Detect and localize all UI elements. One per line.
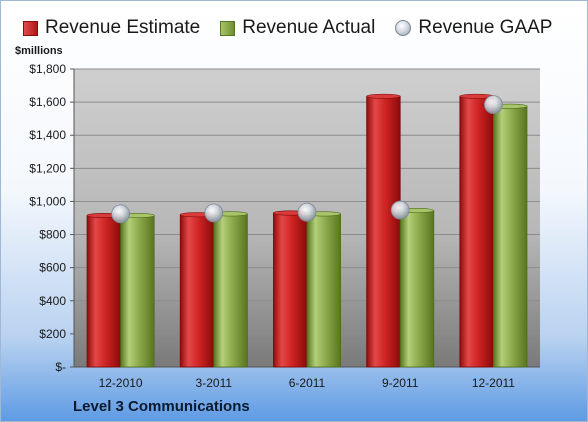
legend-swatch-gaap [395,20,412,36]
legend-item-actual: Revenue Actual [220,17,375,39]
legend-label-actual: Revenue Actual [242,17,376,38]
x-tick-label: 6-2011 [289,376,326,390]
bar-revenue-actual [399,210,435,368]
marker-revenue-gaap [483,95,503,114]
legend-label-estimate: Revenue Estimate [45,17,201,38]
bar-revenue-estimate [366,95,401,368]
bar-cap-revenue-estimate [366,93,401,99]
y-tick-label: $1,400 [29,128,66,142]
marker-revenue-gaap [297,202,317,222]
y-tick-label: $1,600 [29,95,66,109]
x-tick-label: 3-2011 [196,376,233,390]
y-axis-unit-label: $millions [15,45,63,57]
bar-revenue-estimate [86,215,121,368]
legend-swatch-estimate [23,20,38,36]
bar-revenue-actual [306,213,341,368]
legend-label-gaap: Revenue GAAP [418,17,553,38]
y-tick-label: $1,800 [29,62,66,76]
x-tick-label: 9-2011 [382,376,419,390]
legend-swatch-actual [220,20,236,36]
legend: Revenue Estimate Revenue Actual Revenue … [23,17,572,39]
x-tick-label: 12-2011 [472,376,515,390]
y-tick-label: $1,200 [29,161,66,175]
y-tick-label: $200 [39,327,66,341]
y-tick-label: $1,000 [29,194,66,208]
bar-revenue-estimate [179,214,215,368]
legend-item-gaap: Revenue GAAP [395,17,552,39]
y-tick-label: $- [55,360,66,374]
legend-item-estimate: Revenue Estimate [23,17,200,39]
y-tick-label: $400 [39,294,66,308]
marker-revenue-gaap [204,203,224,223]
bar-revenue-actual [213,213,248,368]
marker-revenue-gaap [390,200,410,220]
y-tick-label: $800 [39,228,66,242]
bar-revenue-actual [492,105,528,368]
bar-revenue-estimate [273,212,308,368]
marker-revenue-gaap [111,204,130,224]
bar-revenue-estimate [459,95,494,368]
y-tick-label: $600 [39,261,66,275]
bar-revenue-actual [120,215,155,368]
x-tick-label: 12-2010 [99,376,143,390]
company-name: Level 3 Communications [73,398,250,415]
